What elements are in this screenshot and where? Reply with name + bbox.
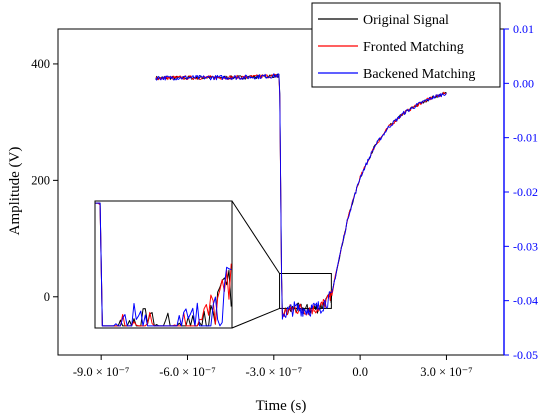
legend-label-fronted-matching: Fronted Matching (363, 40, 464, 55)
y2-tick-label-4: -0.03 (513, 239, 538, 253)
legend-label-backened-matching: Backened Matching (363, 67, 475, 82)
x-axis: -9.0 × 10⁻⁷ -6.0 × 10⁻⁷ -3.0 × 10⁻⁷ 0.0 3.0 … (73, 355, 473, 379)
legend-label-original-signal: Original Signal (363, 13, 449, 28)
zoom-inset-group (94, 200, 332, 329)
zoom-connector-bottom (231, 307, 280, 329)
x-tick-label-0: -9.0 × 10⁻⁷ (73, 365, 130, 379)
x-tick-label-3: 0.0 (352, 365, 368, 379)
x-tick-label-1: -6.0 × 10⁻⁷ (159, 365, 216, 379)
y2-tick-label-0: 0.01 (513, 22, 534, 36)
x-tick-label-2: -3.0 × 10⁻⁷ (246, 365, 303, 379)
y2-tick-label-2: -0.01 (513, 131, 538, 145)
y2-tick-label-3: -0.02 (513, 185, 538, 199)
y-tick-label-1: 200 (31, 173, 50, 187)
y2-tick-label-1: 0.00 (513, 76, 534, 90)
x-tick-label-4: 3.0 × 10⁻⁷ (420, 365, 472, 379)
y-axis-label: Amplitude (V) (7, 147, 23, 236)
legend: Original Signal Fronted Matching Backene… (311, 2, 501, 88)
series-group (155, 73, 447, 320)
y-axis: 0 200 400 (31, 57, 58, 304)
inset-series-backened-matching (95, 202, 232, 327)
zoom-connector-top (231, 200, 280, 274)
y2-tick-label-5: -0.04 (513, 294, 538, 308)
y-tick-label-0: 0 (44, 290, 50, 304)
y2-axis: 0.01 0.00 -0.01 -0.02 -0.03 -0.04 -0.05 (504, 22, 538, 362)
series-backened-matching (155, 73, 447, 320)
x-axis-label: Time (s) (256, 398, 307, 414)
y2-tick-label-6: -0.05 (513, 348, 538, 362)
zoom-inset-frame (94, 200, 233, 329)
y-tick-label-2: 400 (31, 57, 50, 71)
